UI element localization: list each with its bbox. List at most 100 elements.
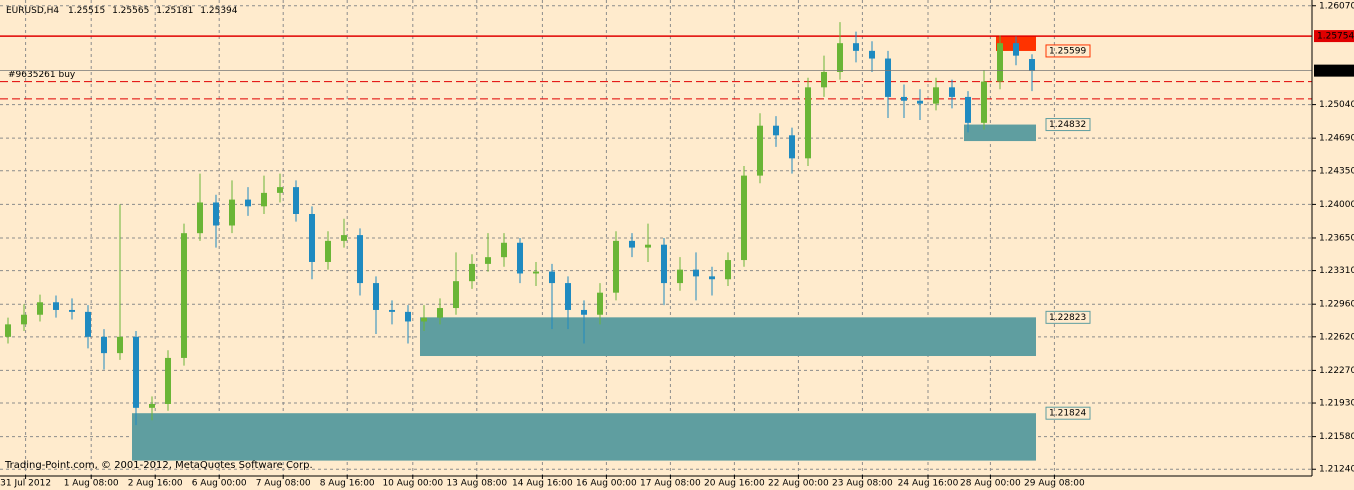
header-low: 1.25181	[156, 6, 193, 16]
candle-body	[101, 336, 107, 354]
candle-body	[933, 87, 939, 104]
y-tick-label: 1.21930	[1319, 399, 1354, 409]
y-tick-label: 1.25040	[1319, 100, 1354, 110]
level-label: #9635261 buy	[8, 70, 76, 80]
y-tick-label: 1.24000	[1319, 200, 1354, 210]
candle-body	[693, 269, 699, 277]
x-tick-label: 22 Aug 00:00	[768, 479, 829, 489]
candle-body	[549, 271, 555, 284]
candle-body	[677, 269, 683, 284]
zone-label: 1.21824	[1049, 409, 1086, 419]
zone-label-box	[1045, 310, 1091, 324]
candle-body	[389, 309, 395, 312]
candle-body	[613, 240, 619, 293]
x-tick-label: 8 Aug 16:00	[320, 479, 375, 489]
candle-body	[293, 187, 299, 214]
x-tick-label: 31 Jul 2012	[0, 479, 51, 489]
zone-label-box	[1045, 118, 1091, 132]
y-tick-label: 1.22960	[1319, 300, 1354, 310]
candle-body	[117, 336, 123, 354]
level-axis-label: 1.25754	[1317, 32, 1354, 42]
candle-body	[197, 202, 203, 234]
zone	[420, 317, 1036, 357]
candle-body	[805, 87, 811, 159]
zone-label: 1.25599	[1049, 46, 1086, 56]
candle-body	[581, 309, 587, 315]
zone-label-box	[1045, 406, 1091, 420]
candle-body	[341, 235, 347, 241]
x-tick-label: 28 Aug 00:00	[960, 479, 1021, 489]
x-tick-label: 1 Aug 08:00	[64, 479, 119, 489]
candle-body	[277, 187, 283, 193]
x-tick-label: 13 Aug 08:00	[446, 479, 507, 489]
candle-body	[757, 125, 763, 176]
candle-body	[37, 302, 43, 315]
candle-body	[661, 244, 667, 284]
candle-body	[997, 43, 1003, 82]
candle-body	[53, 302, 59, 310]
y-tick-label: 1.24690	[1319, 134, 1354, 144]
candle-body	[437, 308, 443, 318]
candle-body	[773, 125, 779, 136]
candle-body	[421, 317, 427, 322]
candle-body	[645, 244, 651, 248]
candle-body	[325, 240, 331, 262]
zone-label-box	[1045, 44, 1091, 58]
candle-body	[533, 271, 539, 274]
header-open: 1.25515	[68, 6, 105, 16]
header-high: 1.25565	[112, 6, 149, 16]
x-tick-label: 20 Aug 16:00	[704, 479, 765, 489]
candle-body	[405, 311, 411, 322]
candle-body	[149, 403, 155, 408]
candle-body	[1029, 59, 1035, 71]
last-price-label: 1.25394	[1317, 66, 1354, 76]
zone	[964, 124, 1036, 142]
candle-body	[917, 100, 923, 104]
x-tick-label: 29 Aug 08:00	[1024, 479, 1085, 489]
y-tick-label: 1.22620	[1319, 332, 1354, 342]
candle-body	[85, 311, 91, 337]
candle-body	[885, 58, 891, 97]
candle-body	[469, 263, 475, 282]
candle-body	[901, 96, 907, 101]
candle-body	[5, 324, 11, 337]
y-tick-label: 1.23310	[1319, 266, 1354, 276]
candle-body	[69, 309, 75, 312]
candle-body	[373, 283, 379, 310]
candle-body	[965, 96, 971, 123]
candle-body	[949, 87, 955, 97]
zone-label: 1.22823	[1049, 313, 1086, 323]
candle-body	[1013, 43, 1019, 56]
zone	[132, 413, 1036, 461]
candle-body	[741, 175, 747, 261]
x-tick-label: 14 Aug 16:00	[512, 479, 573, 489]
y-tick-label: 1.21240	[1319, 465, 1354, 475]
x-tick-label: 16 Aug 00:00	[576, 479, 637, 489]
chart-header: EURUSD,H4 1.25515 1.25565 1.25181 1.2539…	[6, 6, 238, 16]
level-axis-box	[1314, 30, 1354, 43]
candle-body	[229, 199, 235, 226]
candle-body	[453, 281, 459, 309]
x-tick-label: 7 Aug 08:00	[256, 479, 311, 489]
candle-body	[853, 43, 859, 51]
candle-body	[565, 283, 571, 310]
candle-body	[133, 336, 139, 408]
y-tick-label: 1.24350	[1319, 166, 1354, 176]
candle-body	[213, 202, 219, 226]
candle-body	[21, 314, 27, 325]
candle-body	[789, 135, 795, 159]
copyright: Trading-Point.com, © 2001-2012, MetaQuot…	[4, 460, 313, 471]
candle-body	[821, 71, 827, 88]
candle-body	[709, 276, 715, 280]
x-tick-label: 6 Aug 00:00	[192, 479, 247, 489]
x-tick-label: 23 Aug 08:00	[832, 479, 893, 489]
candle-body	[981, 81, 987, 123]
x-tick-label: 17 Aug 08:00	[640, 479, 701, 489]
plot-area: 1.22823 1.21824 1.24832 1.25599 #9635261 buy	[0, 0, 1312, 475]
last-price-box	[1314, 64, 1354, 77]
candle-body	[725, 260, 731, 280]
candle-body	[837, 43, 843, 72]
candle-body	[501, 242, 507, 258]
y-tick-label: 1.23650	[1319, 233, 1354, 243]
